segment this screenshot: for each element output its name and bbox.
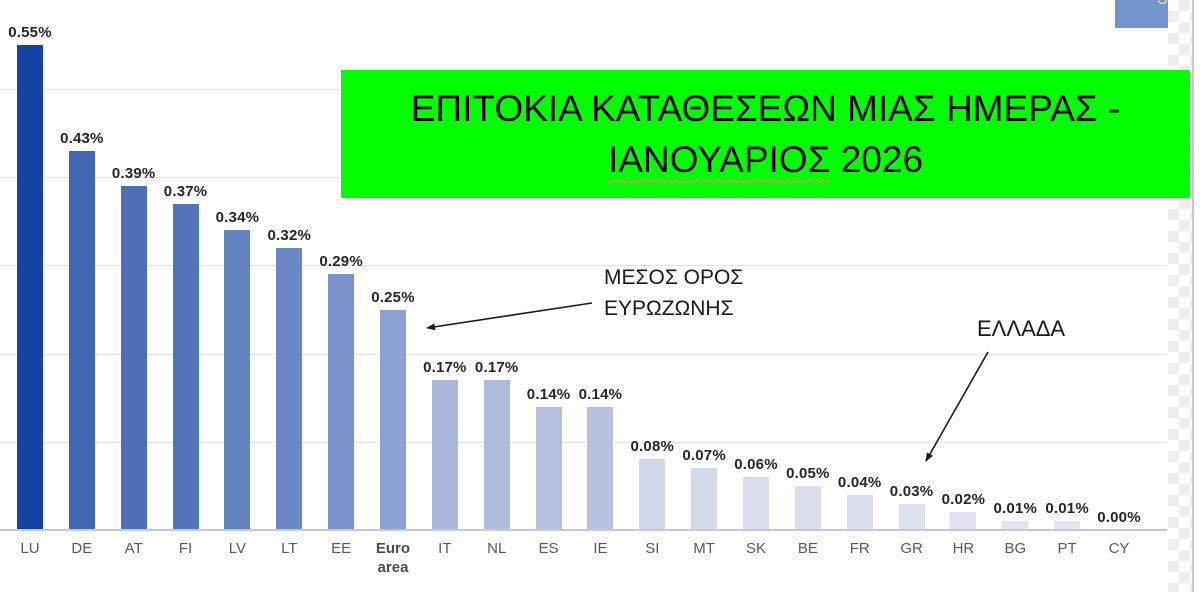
- x-axis-label-lt: LT: [281, 540, 298, 557]
- x-axis-label-pt: PT: [1057, 540, 1077, 557]
- x-axis-label-bg: BG: [1004, 540, 1027, 557]
- x-axis-label-es: ES: [538, 540, 559, 557]
- x-axis-label-be: BE: [797, 540, 818, 557]
- x-axis-label-fi: FI: [178, 540, 193, 557]
- x-axis-label-si: SI: [645, 540, 660, 557]
- bar-fr: [846, 494, 873, 530]
- x-axis-label-hr: HR: [952, 540, 975, 557]
- bar-value-label-sk: 0.06%: [734, 456, 778, 474]
- bar-mt: [691, 468, 718, 530]
- bar-value-label-lu: 0.55%: [8, 23, 52, 41]
- annotation-euro-area-average: ΜΕΣΟΣ ΟΡΟΣ ΕΥΡΩΖΩΝΗΣ: [604, 262, 743, 324]
- bar-value-label-be: 0.05%: [786, 464, 830, 482]
- bar-lv: [224, 230, 251, 530]
- bar-value-label-lv: 0.34%: [215, 209, 260, 227]
- bar-at: [120, 186, 147, 530]
- x-axis-line: [0, 529, 1167, 531]
- x-axis-label-fr: FR: [849, 540, 870, 557]
- bar-nl: [483, 380, 510, 530]
- bar-value-label-mt: 0.07%: [682, 447, 726, 465]
- arrow-to-euro-area-bar: [426, 302, 593, 331]
- bar-value-label-hr: 0.02%: [941, 491, 986, 509]
- shape-rotation-handle: [1158, 0, 1167, 4]
- bar-value-label-es: 0.14%: [526, 385, 571, 403]
- bar-de: [68, 150, 95, 530]
- x-axis-label-lv: LV: [228, 540, 247, 557]
- chart-title-year: 2026: [830, 139, 924, 180]
- bar-value-label-euro-area: 0.25%: [371, 288, 415, 306]
- bar-value-label-ie: 0.14%: [578, 385, 623, 403]
- annotation-greece: ΕΛΛΑΔΑ: [977, 316, 1066, 341]
- annotation-euro-avg-line1: ΜΕΣΟΣ ΟΡΟΣ: [604, 266, 744, 289]
- title-banner: ΕΠΙΤΟΚΙΑ ΚΑΤΑΘΕΣΕΩΝ ΜΙΑΣ ΗΜΕΡΑΣ - ΙΑΝΟΥΑ…: [341, 70, 1190, 198]
- chart-title-month: ΙΑΝΟΥΑΡΙΟΣ: [607, 139, 831, 180]
- x-axis-label-nl: NL: [487, 540, 507, 557]
- bar-value-label-lt: 0.32%: [267, 226, 312, 244]
- x-axis-label-euro-area: Euro area: [375, 540, 411, 576]
- bar-hr: [950, 512, 977, 530]
- x-axis-label-de: DE: [71, 540, 93, 557]
- bar-value-label-fr: 0.04%: [837, 473, 882, 491]
- window-edge-border: [1192, 0, 1194, 592]
- x-axis-label-cy: CY: [1108, 540, 1130, 557]
- bar-be: [794, 485, 821, 530]
- partial-blue-shape: [1115, 0, 1168, 28]
- bar-value-label-de: 0.43%: [60, 129, 104, 147]
- bar-pt: [1054, 521, 1081, 530]
- bar-ee: [328, 274, 355, 530]
- x-axis-label-it: IT: [438, 540, 452, 557]
- bar-value-label-at: 0.39%: [111, 165, 156, 183]
- bar-value-label-cy: 0.00%: [1097, 509, 1141, 526]
- gridline-0.3: [0, 265, 1166, 267]
- bar-value-label-si: 0.08%: [630, 438, 675, 456]
- arrow-to-greece-bar: [925, 351, 989, 462]
- bar-lu: [17, 44, 43, 530]
- gridline-0.2: [0, 353, 1166, 355]
- bar-fi: [172, 203, 199, 530]
- x-axis-label-ee: EE: [331, 540, 352, 557]
- annotation-euro-avg-line2: ΕΥΡΩΖΩΝΗΣ: [604, 297, 734, 320]
- bar-euro-area: [379, 309, 406, 530]
- bar-si: [639, 459, 666, 530]
- bar-value-label-bg: 0.01%: [993, 500, 1038, 518]
- chart-title-line1: ΕΠΙΤΟΚΙΑ ΚΑΤΑΘΕΣΕΩΝ ΜΙΑΣ ΗΜΕΡΑΣ -: [410, 88, 1121, 129]
- bar-it: [431, 380, 458, 530]
- bar-ie: [587, 406, 614, 530]
- bar-sk: [742, 477, 769, 530]
- x-axis-label-mt: MT: [693, 540, 715, 557]
- bar-value-label-gr: 0.03%: [889, 482, 934, 500]
- bar-value-label-pt: 0.01%: [1045, 500, 1089, 518]
- x-axis-label-lu: LU: [20, 540, 40, 557]
- bar-lt: [276, 247, 303, 530]
- gridline-0.1: [0, 441, 1166, 443]
- x-axis-label-at: AT: [124, 540, 143, 557]
- bar-value-label-ee: 0.29%: [319, 253, 363, 271]
- bar-bg: [1002, 521, 1029, 530]
- x-axis-label-sk: SK: [745, 540, 766, 557]
- bar-gr: [898, 503, 925, 530]
- x-axis-label-gr: GR: [900, 540, 923, 557]
- bar-value-label-it: 0.17%: [423, 359, 467, 377]
- chart-title-line2: ΙΑΝΟΥΑΡΙΟΣ 2026: [608, 134, 923, 185]
- x-axis-label-ie: IE: [593, 540, 608, 557]
- bar-es: [535, 406, 562, 530]
- bar-value-label-fi: 0.37%: [163, 182, 208, 200]
- bar-value-label-nl: 0.17%: [474, 359, 519, 377]
